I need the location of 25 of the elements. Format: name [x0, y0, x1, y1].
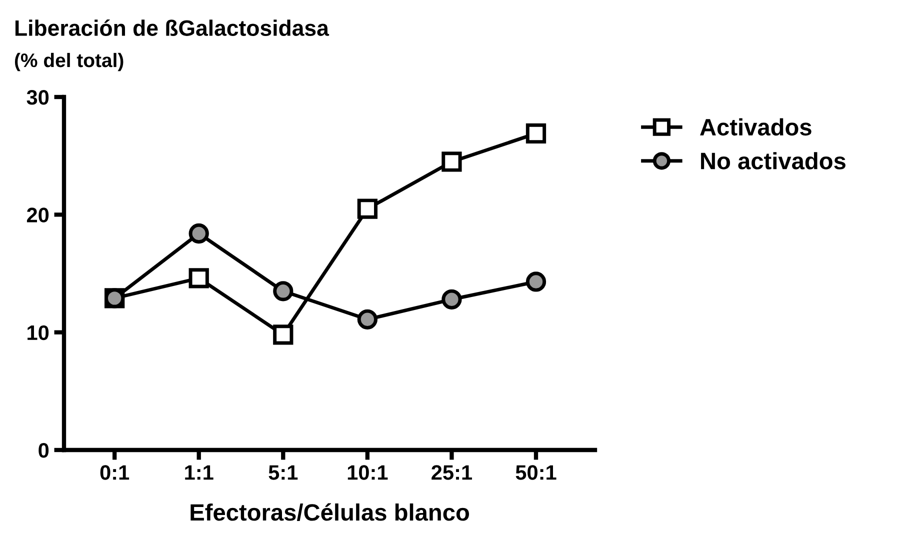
point: [526, 123, 546, 144]
x-tick-label: 0:1: [100, 465, 130, 480]
y-tick-label: 10: [28, 325, 49, 340]
x-tick-label: 25:1: [432, 465, 472, 480]
x-tick-label: 10:1: [348, 465, 388, 480]
x-tick-label: 5:1: [268, 465, 298, 480]
x-tick-label: 1:1: [185, 465, 214, 480]
point: [442, 289, 462, 310]
point: [273, 324, 294, 345]
point: [357, 198, 378, 219]
point: [357, 309, 378, 330]
y-tick-label: 0: [38, 443, 49, 458]
x-axis-title: Efectoras/Células blanco: [190, 503, 469, 522]
point: [442, 152, 462, 172]
chart-title: Liberación de ßGalactosidasa: [15, 19, 330, 36]
point: [526, 272, 546, 292]
point: [273, 281, 294, 302]
legend-label: No activados: [701, 152, 846, 170]
chart-subtitle: (% del total): [14, 52, 124, 72]
y-tick-label: 20: [26, 208, 49, 222]
y-tick-label: 30: [26, 90, 49, 105]
point: [188, 268, 209, 288]
x-tick-label: 50:1: [516, 465, 556, 480]
legend-label: Activados: [700, 118, 812, 136]
point: [188, 223, 209, 244]
